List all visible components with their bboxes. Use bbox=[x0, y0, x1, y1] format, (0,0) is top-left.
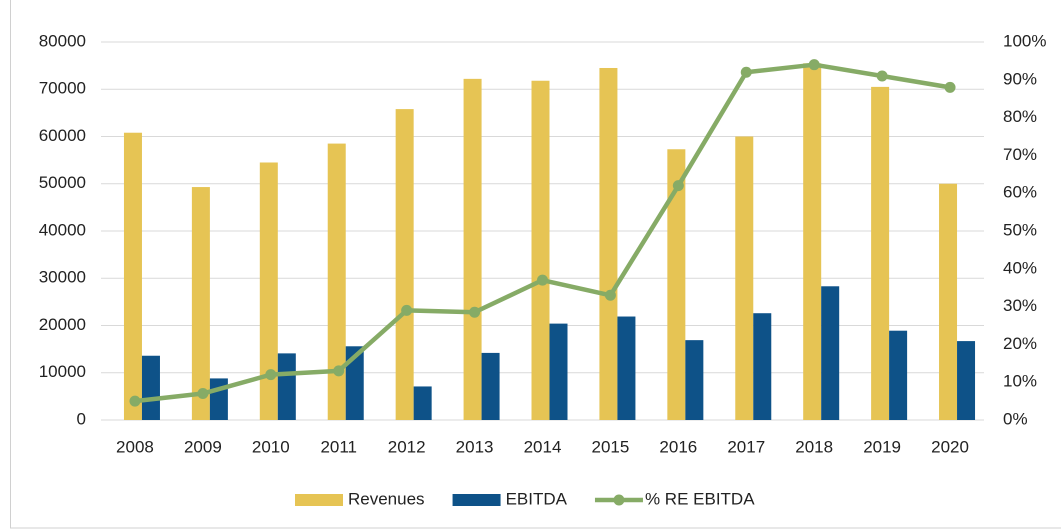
point bbox=[469, 306, 481, 318]
bar bbox=[617, 316, 636, 420]
bar bbox=[191, 187, 210, 420]
legend-label: % RE EBITDA bbox=[645, 489, 755, 508]
bar bbox=[599, 67, 618, 421]
y-tick-label: 0 bbox=[77, 409, 86, 428]
bar bbox=[327, 143, 346, 420]
bar bbox=[667, 149, 686, 420]
y2-tick-label: 70% bbox=[1003, 145, 1037, 164]
legend-point bbox=[613, 494, 625, 506]
x-tick-label: 2014 bbox=[524, 437, 562, 456]
bar bbox=[685, 340, 704, 420]
y-tick-label: 50000 bbox=[39, 173, 86, 192]
x-tick-label: 2015 bbox=[592, 437, 630, 456]
point bbox=[876, 70, 888, 82]
x-tick-label: 2008 bbox=[116, 437, 154, 456]
y2-tick-label: 100% bbox=[1003, 31, 1046, 50]
point bbox=[604, 289, 616, 301]
x-tick-label: 2013 bbox=[456, 437, 494, 456]
bar bbox=[481, 352, 500, 420]
y-tick-label: 20000 bbox=[39, 315, 86, 334]
legend-label: EBITDA bbox=[506, 489, 568, 508]
y-tick-label: 80000 bbox=[39, 31, 86, 50]
point bbox=[944, 81, 956, 93]
legend-swatch bbox=[452, 494, 501, 506]
bar bbox=[549, 323, 568, 420]
x-tick-label: 2018 bbox=[795, 437, 833, 456]
bar bbox=[395, 109, 414, 420]
point bbox=[265, 369, 277, 381]
y2-tick-label: 40% bbox=[1003, 258, 1037, 277]
bar bbox=[277, 353, 296, 420]
y-tick-label: 30000 bbox=[39, 268, 86, 287]
bar bbox=[141, 355, 160, 420]
x-tick-label: 2016 bbox=[659, 437, 697, 456]
bar bbox=[753, 313, 772, 420]
y2-tick-label: 10% bbox=[1003, 372, 1037, 391]
legend-swatch bbox=[295, 494, 343, 506]
bar bbox=[735, 136, 754, 420]
y2-tick-label: 80% bbox=[1003, 107, 1037, 126]
y2-tick-label: 90% bbox=[1003, 69, 1037, 88]
point bbox=[333, 365, 345, 377]
bar bbox=[531, 80, 550, 421]
point bbox=[740, 66, 752, 78]
y2-tick-label: 20% bbox=[1003, 334, 1037, 353]
bar bbox=[209, 378, 228, 420]
bar bbox=[413, 386, 432, 420]
bar bbox=[123, 132, 142, 420]
bar bbox=[345, 346, 364, 420]
bar bbox=[939, 183, 958, 420]
y2-tick-label: 60% bbox=[1003, 183, 1037, 202]
x-tick-label: 2011 bbox=[320, 437, 357, 456]
x-tick-label: 2019 bbox=[863, 437, 901, 456]
y2-tick-label: 0% bbox=[1003, 409, 1028, 428]
legend-label: Revenues bbox=[348, 489, 425, 508]
point bbox=[537, 274, 548, 286]
bar bbox=[957, 341, 976, 420]
point bbox=[672, 180, 684, 192]
point bbox=[808, 59, 820, 71]
bar bbox=[821, 286, 840, 420]
y2-tick-label: 30% bbox=[1003, 296, 1037, 315]
bar bbox=[871, 86, 890, 420]
x-tick-label: 2020 bbox=[931, 437, 969, 456]
point bbox=[197, 388, 209, 400]
x-tick-label: 2012 bbox=[388, 437, 426, 456]
y-tick-label: 10000 bbox=[39, 362, 86, 381]
point bbox=[401, 304, 413, 316]
y-tick-label: 40000 bbox=[39, 220, 86, 239]
x-tick-label: 2010 bbox=[252, 437, 290, 456]
x-tick-label: 2017 bbox=[727, 437, 765, 456]
bar bbox=[803, 63, 822, 420]
point bbox=[129, 395, 141, 407]
bar bbox=[259, 162, 278, 421]
x-tick-label: 2009 bbox=[184, 437, 222, 456]
chart-border bbox=[10, 0, 1061, 529]
y-tick-label: 60000 bbox=[39, 126, 86, 145]
y-tick-label: 70000 bbox=[39, 79, 86, 98]
bar bbox=[889, 330, 908, 420]
y2-tick-label: 50% bbox=[1003, 220, 1037, 239]
bar bbox=[463, 78, 482, 420]
